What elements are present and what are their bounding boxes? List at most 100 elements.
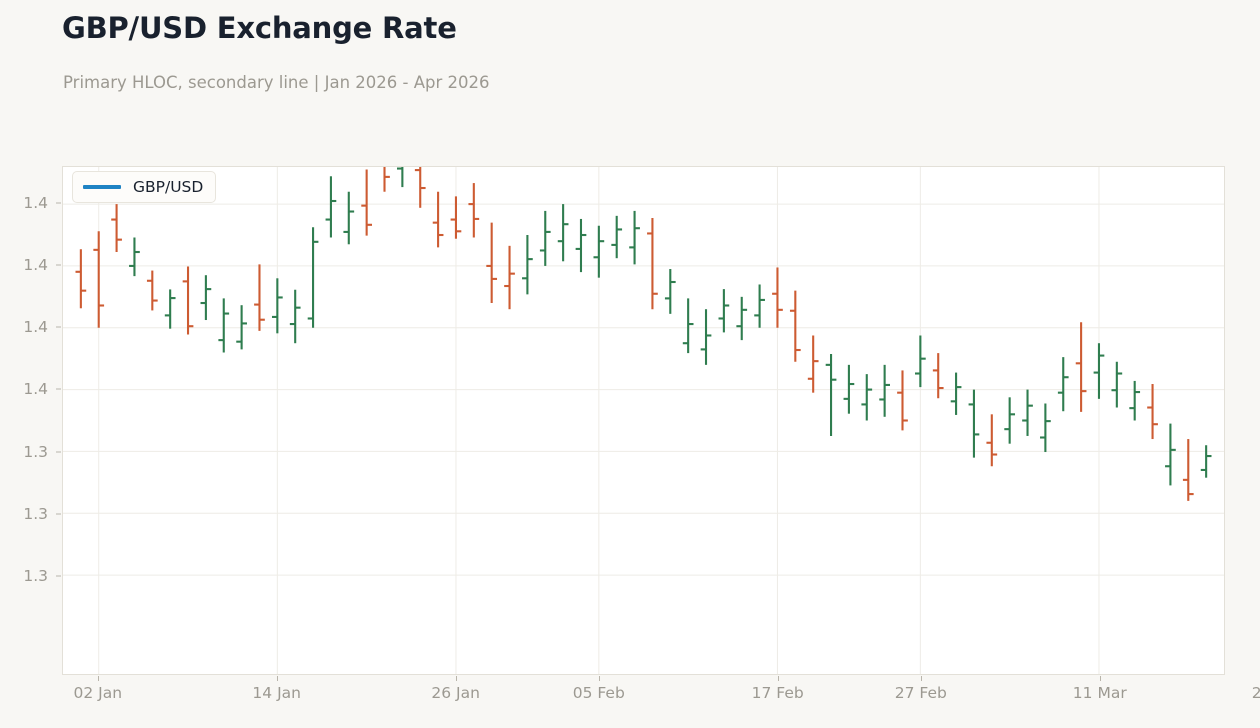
hloc-bar[interactable] <box>539 210 551 266</box>
ohlc-plot <box>63 167 1224 674</box>
hloc-bar[interactable] <box>682 298 694 354</box>
hloc-bar[interactable] <box>146 270 158 311</box>
y-tick-label: 1.4 <box>23 318 48 337</box>
hloc-bar[interactable] <box>843 364 855 414</box>
x-tick-mark <box>276 676 278 681</box>
hloc-bar[interactable] <box>1022 389 1033 436</box>
hloc-bar[interactable] <box>861 374 873 421</box>
hloc-bar[interactable] <box>486 222 498 304</box>
hloc-bar[interactable] <box>611 215 623 259</box>
legend-line-swatch <box>83 185 121 189</box>
hloc-bar[interactable] <box>522 235 533 295</box>
x-tick-label: 14 Jan <box>252 684 301 702</box>
hloc-bar[interactable] <box>129 237 140 277</box>
hloc-bar[interactable] <box>736 296 748 341</box>
x-tick-mark <box>777 676 779 681</box>
hloc-bar[interactable] <box>1129 380 1141 421</box>
x-tick-label: 05 Feb <box>572 684 625 702</box>
chart-legend[interactable]: GBP/USD <box>72 171 217 203</box>
hloc-bar[interactable] <box>879 364 890 417</box>
hloc-bar[interactable] <box>236 305 247 350</box>
hloc-bar[interactable] <box>629 210 640 265</box>
hloc-bar[interactable] <box>218 298 230 353</box>
hloc-bar[interactable] <box>504 245 515 310</box>
hloc-bar[interactable] <box>950 372 962 415</box>
hloc-bar[interactable] <box>379 167 390 192</box>
hloc-bar[interactable] <box>1147 384 1158 440</box>
hloc-bar[interactable] <box>968 389 980 458</box>
y-tick-label: 1.3 <box>23 504 48 523</box>
x-tick-mark <box>455 676 457 681</box>
y-tick-label: 1.4 <box>23 256 48 275</box>
hloc-bar[interactable] <box>432 191 444 248</box>
hloc-bar[interactable] <box>182 266 194 335</box>
hloc-bar[interactable] <box>1182 439 1194 501</box>
hloc-bar[interactable] <box>700 309 712 365</box>
hloc-bar[interactable] <box>575 218 587 273</box>
hloc-bar[interactable] <box>897 370 908 431</box>
hloc-bar[interactable] <box>772 267 783 328</box>
hloc-bar[interactable] <box>93 231 105 328</box>
hloc-bar[interactable] <box>807 335 819 393</box>
y-tick-mark <box>56 388 61 390</box>
hloc-bar[interactable] <box>254 264 265 331</box>
hloc-bar[interactable] <box>271 278 283 334</box>
hloc-bar[interactable] <box>414 167 426 208</box>
hloc-bar[interactable] <box>1200 445 1212 478</box>
hloc-bar[interactable] <box>343 191 355 245</box>
x-tick-label: 27 Feb <box>894 684 947 702</box>
hloc-bar[interactable] <box>1057 357 1069 412</box>
y-tick-mark <box>56 451 61 453</box>
chart-subtitle: Primary HLOC, secondary line | Jan 2026 … <box>63 73 490 92</box>
hloc-bar[interactable] <box>111 204 122 253</box>
page-title: GBP/USD Exchange Rate <box>62 11 457 45</box>
hloc-bar[interactable] <box>289 289 301 344</box>
x-tick-mark <box>1099 676 1101 681</box>
hloc-bar[interactable] <box>307 227 319 328</box>
hloc-bar[interactable] <box>361 169 373 236</box>
hloc-bar[interactable] <box>754 284 765 328</box>
hloc-bar[interactable] <box>1004 397 1016 444</box>
hloc-bar[interactable] <box>932 353 944 399</box>
y-tick-mark <box>56 575 61 577</box>
hloc-bar[interactable] <box>164 289 176 329</box>
y-tick-mark <box>56 513 61 515</box>
hloc-bar[interactable] <box>914 335 926 388</box>
hloc-bar[interactable] <box>450 196 462 239</box>
y-tick-label: 1.3 <box>23 442 48 461</box>
hloc-bar[interactable] <box>789 290 801 362</box>
hloc-bar[interactable] <box>718 289 730 333</box>
hloc-bar[interactable] <box>986 414 998 467</box>
hloc-bar[interactable] <box>325 176 337 238</box>
x-tick-label: 26 Jan <box>431 684 480 702</box>
x-tick-label: 17 Feb <box>751 684 804 702</box>
plot-area[interactable] <box>62 166 1225 675</box>
hloc-bar[interactable] <box>647 218 658 310</box>
hloc-bar[interactable] <box>1093 343 1105 399</box>
y-tick-label: 1.4 <box>23 380 48 399</box>
hloc-bar[interactable] <box>1075 322 1087 412</box>
x-tick-label: 23 Mar <box>1251 684 1260 702</box>
x-tick-mark <box>598 676 600 681</box>
x-tick-label: 11 Mar <box>1072 684 1127 702</box>
hloc-bar[interactable] <box>397 167 408 188</box>
y-tick-label: 1.4 <box>23 194 48 213</box>
hloc-bar[interactable] <box>593 225 605 278</box>
y-tick-label: 1.3 <box>23 566 48 585</box>
hloc-bar[interactable] <box>1165 423 1176 486</box>
y-tick-mark <box>56 326 61 328</box>
hloc-bar[interactable] <box>200 275 212 321</box>
legend-item-label: GBP/USD <box>133 178 204 196</box>
hloc-bar[interactable] <box>664 269 676 314</box>
hloc-bar[interactable] <box>1040 403 1051 453</box>
hloc-bar[interactable] <box>1111 361 1123 408</box>
y-tick-mark <box>56 202 61 204</box>
hloc-bar[interactable] <box>468 183 480 238</box>
hloc-bar[interactable] <box>75 249 87 309</box>
x-tick-label: 02 Jan <box>73 684 123 702</box>
hloc-bar[interactable] <box>825 354 837 436</box>
x-tick-mark <box>97 676 99 681</box>
hloc-bar[interactable] <box>557 204 569 262</box>
x-tick-mark <box>920 676 922 681</box>
